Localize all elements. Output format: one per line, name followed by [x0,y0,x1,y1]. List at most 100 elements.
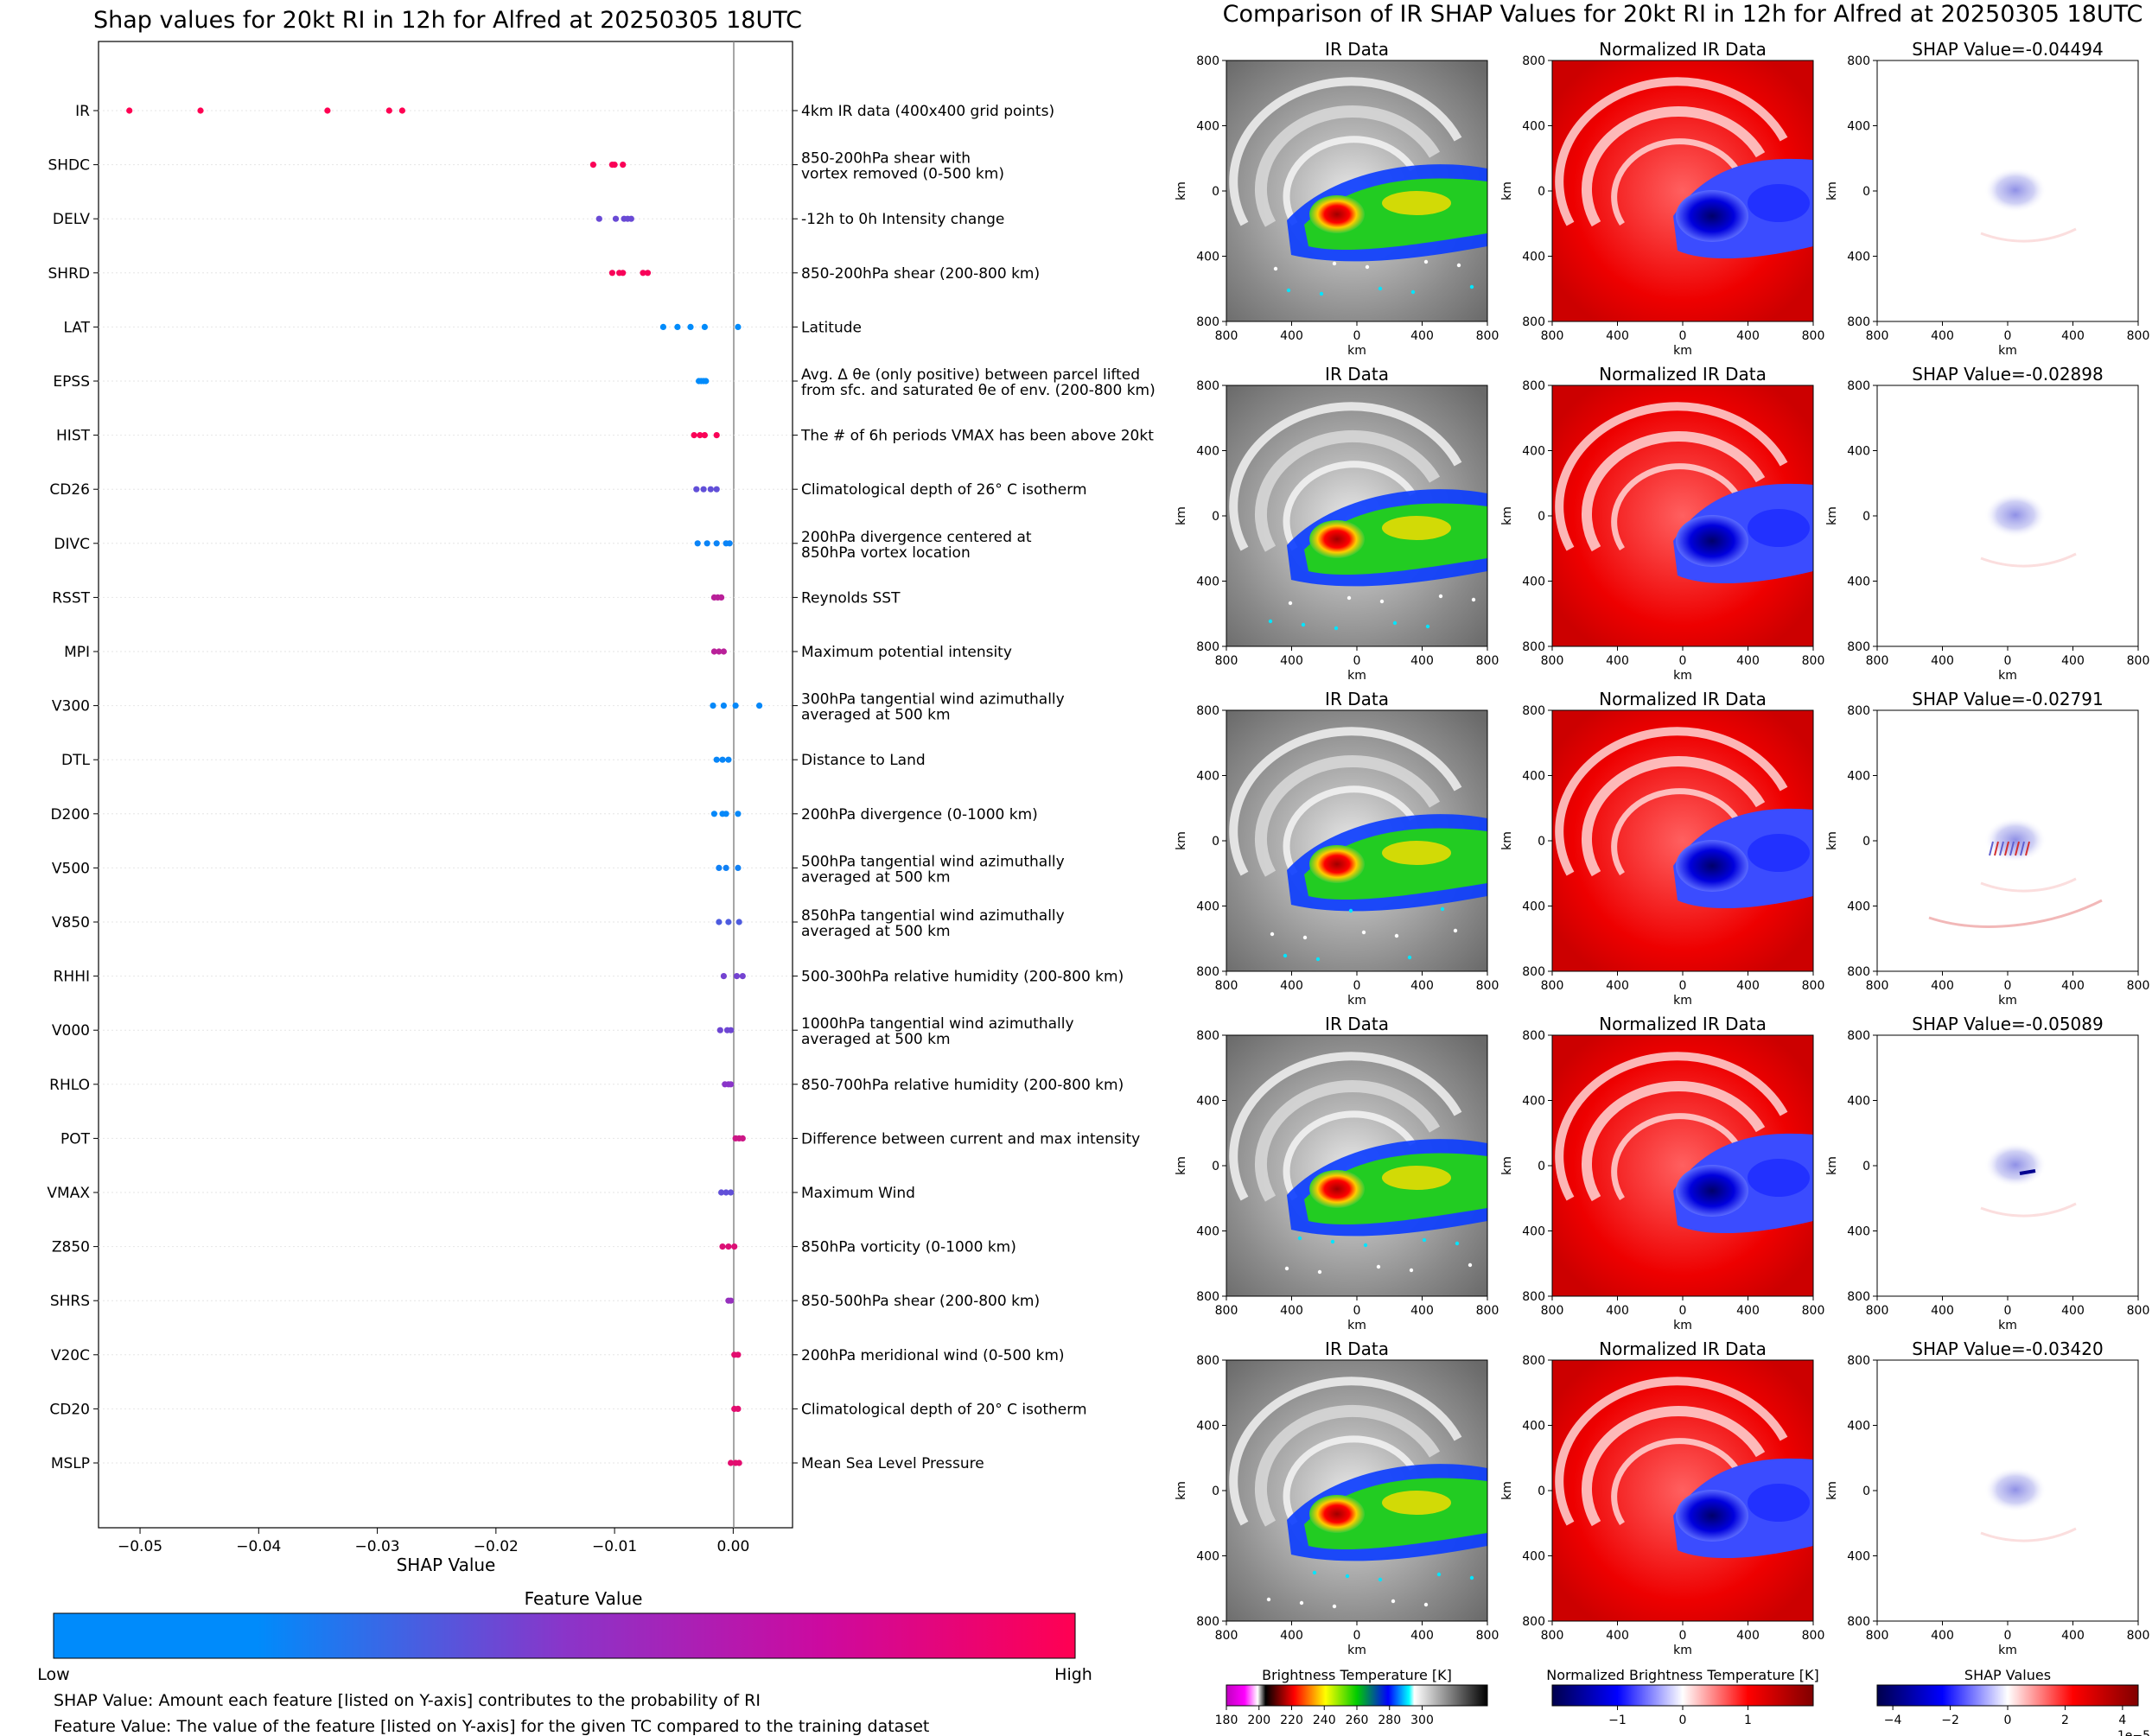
x-tick-label: 800 [2127,979,2150,993]
feature-row: SHRS 850-500hPa shear (200-800 km) [50,1293,1040,1310]
feature-row: RHHI 500-300hPa relative humidity (200-80… [54,969,1124,986]
cloud-speck [1376,1264,1381,1269]
colorbar-tick-label: 220 [1280,1714,1303,1727]
y-tick-label: 400 [1196,770,1219,784]
feature-description-label: 4km IR data (400x400 grid points) [801,103,1054,120]
x-tick-label: −0.03 [355,1538,400,1555]
x-tick-label: 400 [2061,654,2085,668]
y-tick-label: 0 [1212,510,1219,524]
feature-description-label: averaged at 500 km [801,707,951,724]
feature-name-label: LAT [63,319,90,336]
shap-point [620,270,627,277]
cloud-speck [1422,1237,1427,1243]
feature-description-label: Avg. Δ θe (only positive) between parcel… [801,366,1140,384]
y-tick-label: 800 [1847,640,1870,654]
shap-value-panel: SHAP Value=-0.04494800800400400004004008… [1825,39,2149,358]
colorbar-bar [1876,1684,2139,1707]
shap-point [704,540,710,547]
convection-patch [1382,1491,1451,1515]
cloud-band [1611,1113,1740,1201]
cloud-band [1283,785,1417,876]
normalized-ir-panel: Normalized IR Data8008004004000040040080… [1500,39,1824,358]
cloud-speck [1392,620,1398,626]
shap-point [385,107,392,114]
x-tick-label: 400 [1410,654,1434,668]
x-tick-label: 400 [1280,654,1303,668]
x-tick-label: 0 [2004,329,2012,343]
x-tick-label: 400 [1410,979,1434,993]
x-tick-label: 400 [1410,1629,1434,1643]
cloud-speck [1438,594,1443,599]
x-tick-label: 400 [1606,979,1629,993]
panel-grid: IR Data80080040040000400400800800kmkmNor… [1175,39,2149,1657]
y-tick-label: 400 [1522,900,1545,914]
feature-row: MSLP Mean Sea Level Pressure [51,1455,984,1472]
y-tick-label: 400 [1847,770,1870,784]
footnote-shap: SHAP Value: Amount each feature [listed … [54,1691,761,1710]
panel-title: SHAP Value=-0.05089 [1912,1014,2103,1034]
x-tick-label: 800 [1866,654,1889,668]
y-tick-label: 800 [1196,1029,1219,1043]
y-tick-label: 800 [1847,1354,1870,1368]
y-axis-label: km [1175,506,1188,525]
positive-shap-band [1928,899,2103,928]
shap-point [739,973,746,980]
shap-point [720,973,728,980]
shap-point [725,1243,732,1250]
cloud-band [1582,106,1766,227]
y-tick-label: 400 [1522,1550,1545,1564]
x-axis-label: km [1347,669,1366,683]
x-tick-label: −0.05 [118,1538,162,1555]
cold-patch [1748,1159,1810,1197]
cloud-speck [1407,955,1412,960]
shap-point [612,215,620,222]
shap-point [728,1459,735,1466]
y-tick-label: 800 [1196,315,1219,329]
deep-convection-core [1309,1495,1365,1533]
x-axis-label: km [1998,669,2017,683]
feature-row: RSST Reynolds SST [52,589,901,607]
cloud-speck [1436,1572,1442,1577]
cloud-speck [1286,288,1291,293]
shap-point [728,1081,735,1088]
cloud-band [1611,138,1740,226]
y-axis-label: km [1500,1156,1514,1175]
x-tick-label: 400 [1736,329,1760,343]
x-tick-label: 800 [1866,329,1889,343]
y-tick-label: 800 [1522,1029,1545,1043]
x-tick-label: 0 [1679,1304,1687,1318]
cloud-speck [1270,932,1275,937]
x-tick-label: 0 [2004,1629,2012,1643]
shap-point [697,432,704,439]
y-tick-label: 800 [1196,379,1219,393]
shap-streak [2025,841,2030,856]
coldest-core [1676,840,1748,892]
feature-name-label: IR [75,103,90,120]
y-axis-label: km [1825,831,1839,850]
cloud-speck [1469,284,1474,289]
y-tick-label: 400 [1847,1225,1870,1239]
colorbar-title: Feature Value [525,1588,643,1609]
feature-row: V850 850hPa tangential wind azimuthallyav… [52,907,1065,940]
x-tick-label: 400 [1410,329,1434,343]
convection-patch [1382,841,1451,865]
feature-name-label: CD26 [49,481,90,499]
x-tick-label: 0 [1679,654,1687,668]
x-tick-label: 800 [1802,654,1825,668]
shap-point [674,323,681,330]
shap-point [739,1135,746,1141]
y-tick-label: 0 [1538,835,1545,849]
shap-point [735,919,742,925]
y-tick-label: 800 [1196,640,1219,654]
shap-point [723,1189,729,1196]
cloud-speck [1455,1241,1460,1246]
y-tick-label: 800 [1522,965,1545,979]
convection-patch [1382,191,1451,215]
x-tick-label: 800 [1215,1629,1238,1643]
cloud-band [1611,1438,1740,1526]
colorbar-exponent: 1e−5 [2117,1729,2150,1736]
y-tick-label: 0 [1212,1160,1219,1173]
cloud-speck [1361,930,1366,935]
x-tick-label: 400 [1736,1629,1760,1643]
coldest-core [1676,1490,1748,1542]
